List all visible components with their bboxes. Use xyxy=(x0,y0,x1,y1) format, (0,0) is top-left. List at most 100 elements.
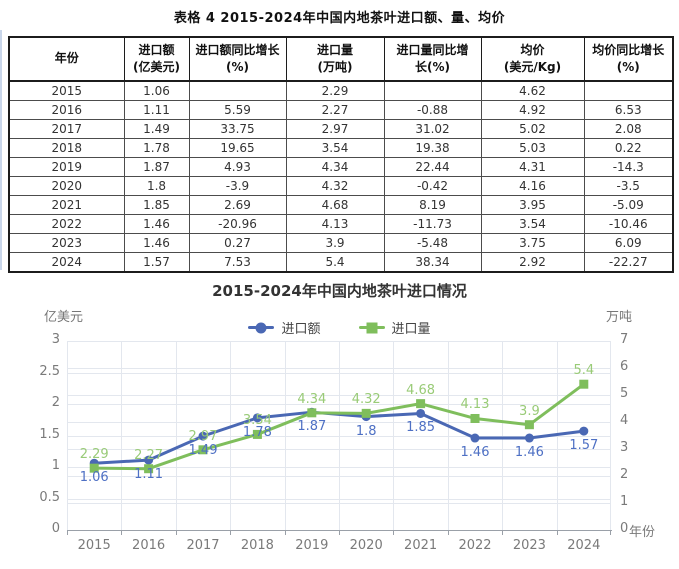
table-cell: 5.03 xyxy=(480,138,585,158)
col-header-import-value: 进口额 (亿美元) xyxy=(123,36,190,82)
table-cell: 2017 xyxy=(8,119,125,139)
left-axis-tick-3: 3 xyxy=(51,332,60,347)
data-point-进口量-2020 xyxy=(361,408,371,418)
point-label-进口额-2024: 1.57 xyxy=(569,438,599,454)
table-cell: 2018 xyxy=(8,138,125,158)
x-axis-label-2015: 2015 xyxy=(77,538,111,553)
col-header-avg-price-growth: 均价同比增长 (%) xyxy=(583,36,674,82)
data-point-进口量-2021 xyxy=(416,399,426,409)
table-row-2020: 2020 1.8 -3.9 4.32 -0.42 4.16 -3.5 xyxy=(8,176,674,196)
gridline-v xyxy=(610,341,611,530)
data-point-进口量-2023 xyxy=(524,420,534,430)
table-cell: -20.96 xyxy=(188,214,287,234)
table-cell: 3.75 xyxy=(480,233,585,253)
table-row-2024: 2024 1.57 7.53 5.4 38.34 2.92 -22.27 xyxy=(8,252,674,273)
table-row-2017: 2017 1.49 33.75 2.97 31.02 5.02 2.08 xyxy=(8,119,674,139)
table-cell: 1.87 xyxy=(123,157,190,177)
gridline-v xyxy=(230,341,232,530)
table-cell: 4.13 xyxy=(285,214,385,234)
right-axis-tick-3: 3 xyxy=(620,440,629,455)
table-cell: 4.31 xyxy=(480,157,585,177)
table-cell: 2.69 xyxy=(188,195,287,215)
data-point-进口量-2016 xyxy=(144,464,154,474)
table-cell: -3.9 xyxy=(188,176,287,196)
data-point-进口额-2022 xyxy=(470,433,480,443)
table-cell: 2.29 xyxy=(285,80,385,101)
table-cell: 2.08 xyxy=(583,119,674,139)
col-header-import-volume-growth: 进口量同比增 长(%) xyxy=(383,36,482,82)
table-cell xyxy=(188,80,287,101)
table-row-2021: 2021 1.85 2.69 4.68 8.19 3.95 -5.09 xyxy=(8,195,674,215)
table-cell: -10.46 xyxy=(583,214,674,234)
left-axis-tick-1.5: 1.5 xyxy=(39,426,60,442)
gridline-v xyxy=(393,341,395,530)
point-label-进口量-2022: 4.13 xyxy=(460,397,490,413)
table-cell: 4.34 xyxy=(285,157,385,177)
x-axis-tick xyxy=(339,531,340,535)
left-axis-tick-2.5: 2.5 xyxy=(39,363,60,379)
gridline-v xyxy=(121,341,123,530)
point-label-进口量-2023: 3.9 xyxy=(519,403,540,419)
x-axis-tick xyxy=(284,531,286,535)
table-cell: 2020 xyxy=(8,176,125,196)
gridline-v xyxy=(175,341,177,530)
table-cell: 4.68 xyxy=(285,195,385,215)
point-label-进口量-2015: 2.29 xyxy=(79,447,109,463)
table-cell: 0.22 xyxy=(583,138,674,158)
line-circle-marker-icon xyxy=(248,322,275,333)
right-axis-tick-2: 2 xyxy=(620,467,629,482)
table-cell: -0.88 xyxy=(383,100,482,120)
right-axis-tick-6: 6 xyxy=(620,359,629,374)
col-header-import-value-growth: 进口额同比增长 (%) xyxy=(188,36,287,82)
table-cell: 19.38 xyxy=(383,138,482,158)
table-cell: 4.93 xyxy=(188,157,287,177)
page-left-border xyxy=(0,30,2,270)
table-cell: 4.32 xyxy=(285,176,385,196)
series-line-进口额 xyxy=(94,410,584,465)
table-cell: 38.34 xyxy=(383,252,482,273)
table-cell: -5.48 xyxy=(383,233,482,253)
point-label-进口额-2020: 1.8 xyxy=(355,423,377,439)
table-cell xyxy=(583,80,674,101)
table-cell: 2.92 xyxy=(480,252,585,273)
left-axis-tick-1: 1 xyxy=(51,458,60,473)
table-cell: 4.62 xyxy=(480,80,585,101)
data-point-进口额-2016 xyxy=(144,455,154,465)
table-cell: 5.59 xyxy=(188,100,287,120)
table-cell: 2016 xyxy=(8,100,125,120)
table-cell: 1.85 xyxy=(123,195,190,215)
table-row-2015: 2015 1.06 2.29 4.62 xyxy=(8,80,674,101)
x-axis-title: 年份 xyxy=(629,525,656,540)
line-square-marker-icon xyxy=(358,322,385,333)
tea-import-table: 年份 进口额 (亿美元) 进口额同比增长 (%) 进口量 (万吨) 进口量同比增 长(%… xyxy=(8,36,674,273)
x-axis-line xyxy=(67,530,612,531)
table-cell: 8.19 xyxy=(383,195,482,215)
table-cell: 1.46 xyxy=(123,214,190,234)
table-row-2019: 2019 1.87 4.93 4.34 22.44 4.31 -14.3 xyxy=(8,157,674,177)
series-line-进口量 xyxy=(94,382,585,471)
legend-label-import-volume: 进口量 xyxy=(391,322,431,337)
table-row-2018: 2018 1.78 19.65 3.54 19.38 5.03 0.22 xyxy=(8,138,674,158)
point-label-进口额-2017: 1.49 xyxy=(188,443,218,459)
right-axis-tick-5: 5 xyxy=(620,386,629,401)
table-cell: -14.3 xyxy=(583,157,674,177)
point-label-进口量-2016: 2.27 xyxy=(134,447,164,463)
point-label-进口额-2021: 1.85 xyxy=(406,420,436,436)
x-axis-tick xyxy=(502,531,504,535)
data-point-进口额-2017 xyxy=(198,431,208,441)
table-cell: 2021 xyxy=(8,195,125,215)
table-cell xyxy=(383,80,482,101)
x-axis-tick xyxy=(610,531,611,535)
gridline-v xyxy=(447,341,449,530)
x-axis-label-2018: 2018 xyxy=(240,538,274,553)
series-lines xyxy=(89,379,589,474)
point-label-进口量-2020: 4.32 xyxy=(351,392,381,408)
x-axis-tick xyxy=(447,531,449,535)
import-trend-chart: 2015-2024年中国内地茶叶进口情况 亿美元 万吨 进口额 进口量 1.06… xyxy=(0,270,679,569)
table-cell: 2023 xyxy=(8,233,125,253)
x-axis-tick xyxy=(121,531,123,535)
point-label-进口额-2023: 1.46 xyxy=(514,445,544,461)
table-cell: 1.11 xyxy=(123,100,190,120)
legend-item-import-value: 进口额 xyxy=(248,318,321,337)
table-cell: 4.16 xyxy=(480,176,585,196)
